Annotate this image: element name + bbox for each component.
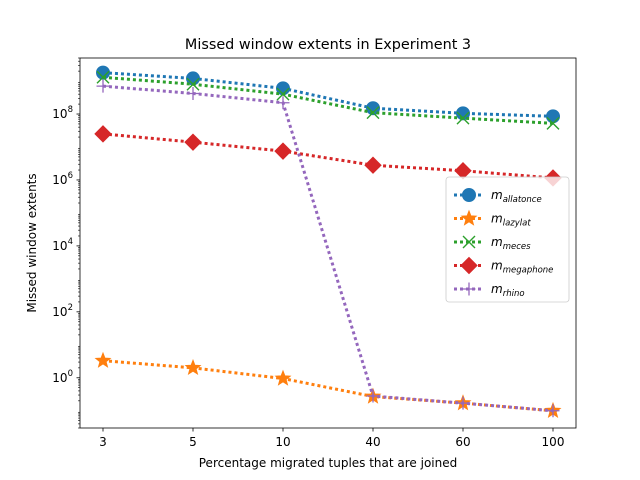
legend-label: mrhino — [491, 282, 525, 299]
series-allatonce — [96, 65, 560, 124]
data-point — [276, 96, 290, 110]
series-megaphone — [94, 125, 562, 187]
legend-item-megaphone: mmegaphone — [454, 256, 553, 276]
data-point — [456, 111, 470, 125]
y-tick-label: 104 — [52, 237, 73, 253]
x-tick-label: 60 — [455, 435, 470, 449]
data-point — [546, 116, 560, 130]
data-point — [96, 70, 110, 84]
data-point — [186, 86, 200, 100]
data-point — [94, 351, 112, 368]
data-point — [460, 256, 478, 275]
data-point — [460, 209, 478, 226]
legend-item-allatonce: mallatonce — [454, 188, 542, 205]
plot-series — [94, 65, 562, 418]
data-point — [366, 101, 380, 116]
data-point — [364, 156, 382, 174]
series-meces — [96, 70, 560, 130]
legend-label: mmeces — [491, 235, 531, 252]
series-rhino — [96, 79, 560, 418]
x-tick-label: 5 — [189, 435, 197, 449]
series-line — [102, 75, 554, 125]
data-point — [546, 404, 560, 418]
y-tick-label: 106 — [52, 171, 73, 187]
data-point — [274, 369, 292, 386]
data-point — [366, 106, 380, 120]
data-point — [274, 142, 292, 160]
series-line — [102, 132, 554, 180]
data-point — [462, 235, 476, 249]
data-point — [546, 109, 560, 124]
x-axis: 3 5 10 40 60 100 — [99, 428, 564, 449]
legend-label: mallatonce — [491, 188, 542, 205]
data-point — [462, 282, 476, 296]
legend-label: mmegaphone — [491, 259, 553, 276]
data-point — [462, 188, 476, 202]
x-tick-label: 3 — [99, 435, 107, 449]
data-point — [454, 162, 472, 180]
legend-item-lazylat: mlazylat — [454, 209, 531, 229]
y-tick-label: 108 — [52, 105, 73, 121]
x-tick-label: 100 — [542, 435, 565, 449]
chart-title: Missed window extents in Experiment 3 — [185, 37, 471, 53]
data-point — [184, 358, 202, 376]
data-point — [96, 65, 110, 80]
y-axis-label: Missed window extents — [25, 173, 39, 312]
data-point — [184, 133, 202, 151]
legend-item-meces: mmeces — [454, 235, 531, 252]
series-lazylat — [94, 351, 562, 418]
y-axis: 100 102 104 106 108 — [52, 57, 80, 429]
series-line — [102, 71, 554, 118]
x-axis-label: Percentage migrated tuples that are join… — [199, 456, 458, 470]
data-point — [456, 106, 470, 121]
data-point — [94, 125, 112, 143]
plot-frame — [79, 57, 577, 429]
data-point — [456, 396, 470, 410]
data-point — [186, 77, 200, 91]
data-point — [96, 79, 110, 93]
legend-frame — [445, 176, 570, 303]
y-tick-label: 102 — [52, 303, 73, 319]
legend-item-rhino: mrhino — [454, 282, 525, 299]
x-tick-label: 10 — [275, 435, 290, 449]
data-point — [366, 389, 380, 403]
x-tick-label: 40 — [365, 435, 380, 449]
legend: mallatonce mlazylat mmeces mmegaphone mrhino — [445, 176, 570, 303]
data-point — [276, 87, 290, 101]
legend-label: mlazylat — [491, 212, 531, 229]
y-tick-label: 100 — [52, 369, 73, 385]
series-line — [102, 359, 554, 413]
